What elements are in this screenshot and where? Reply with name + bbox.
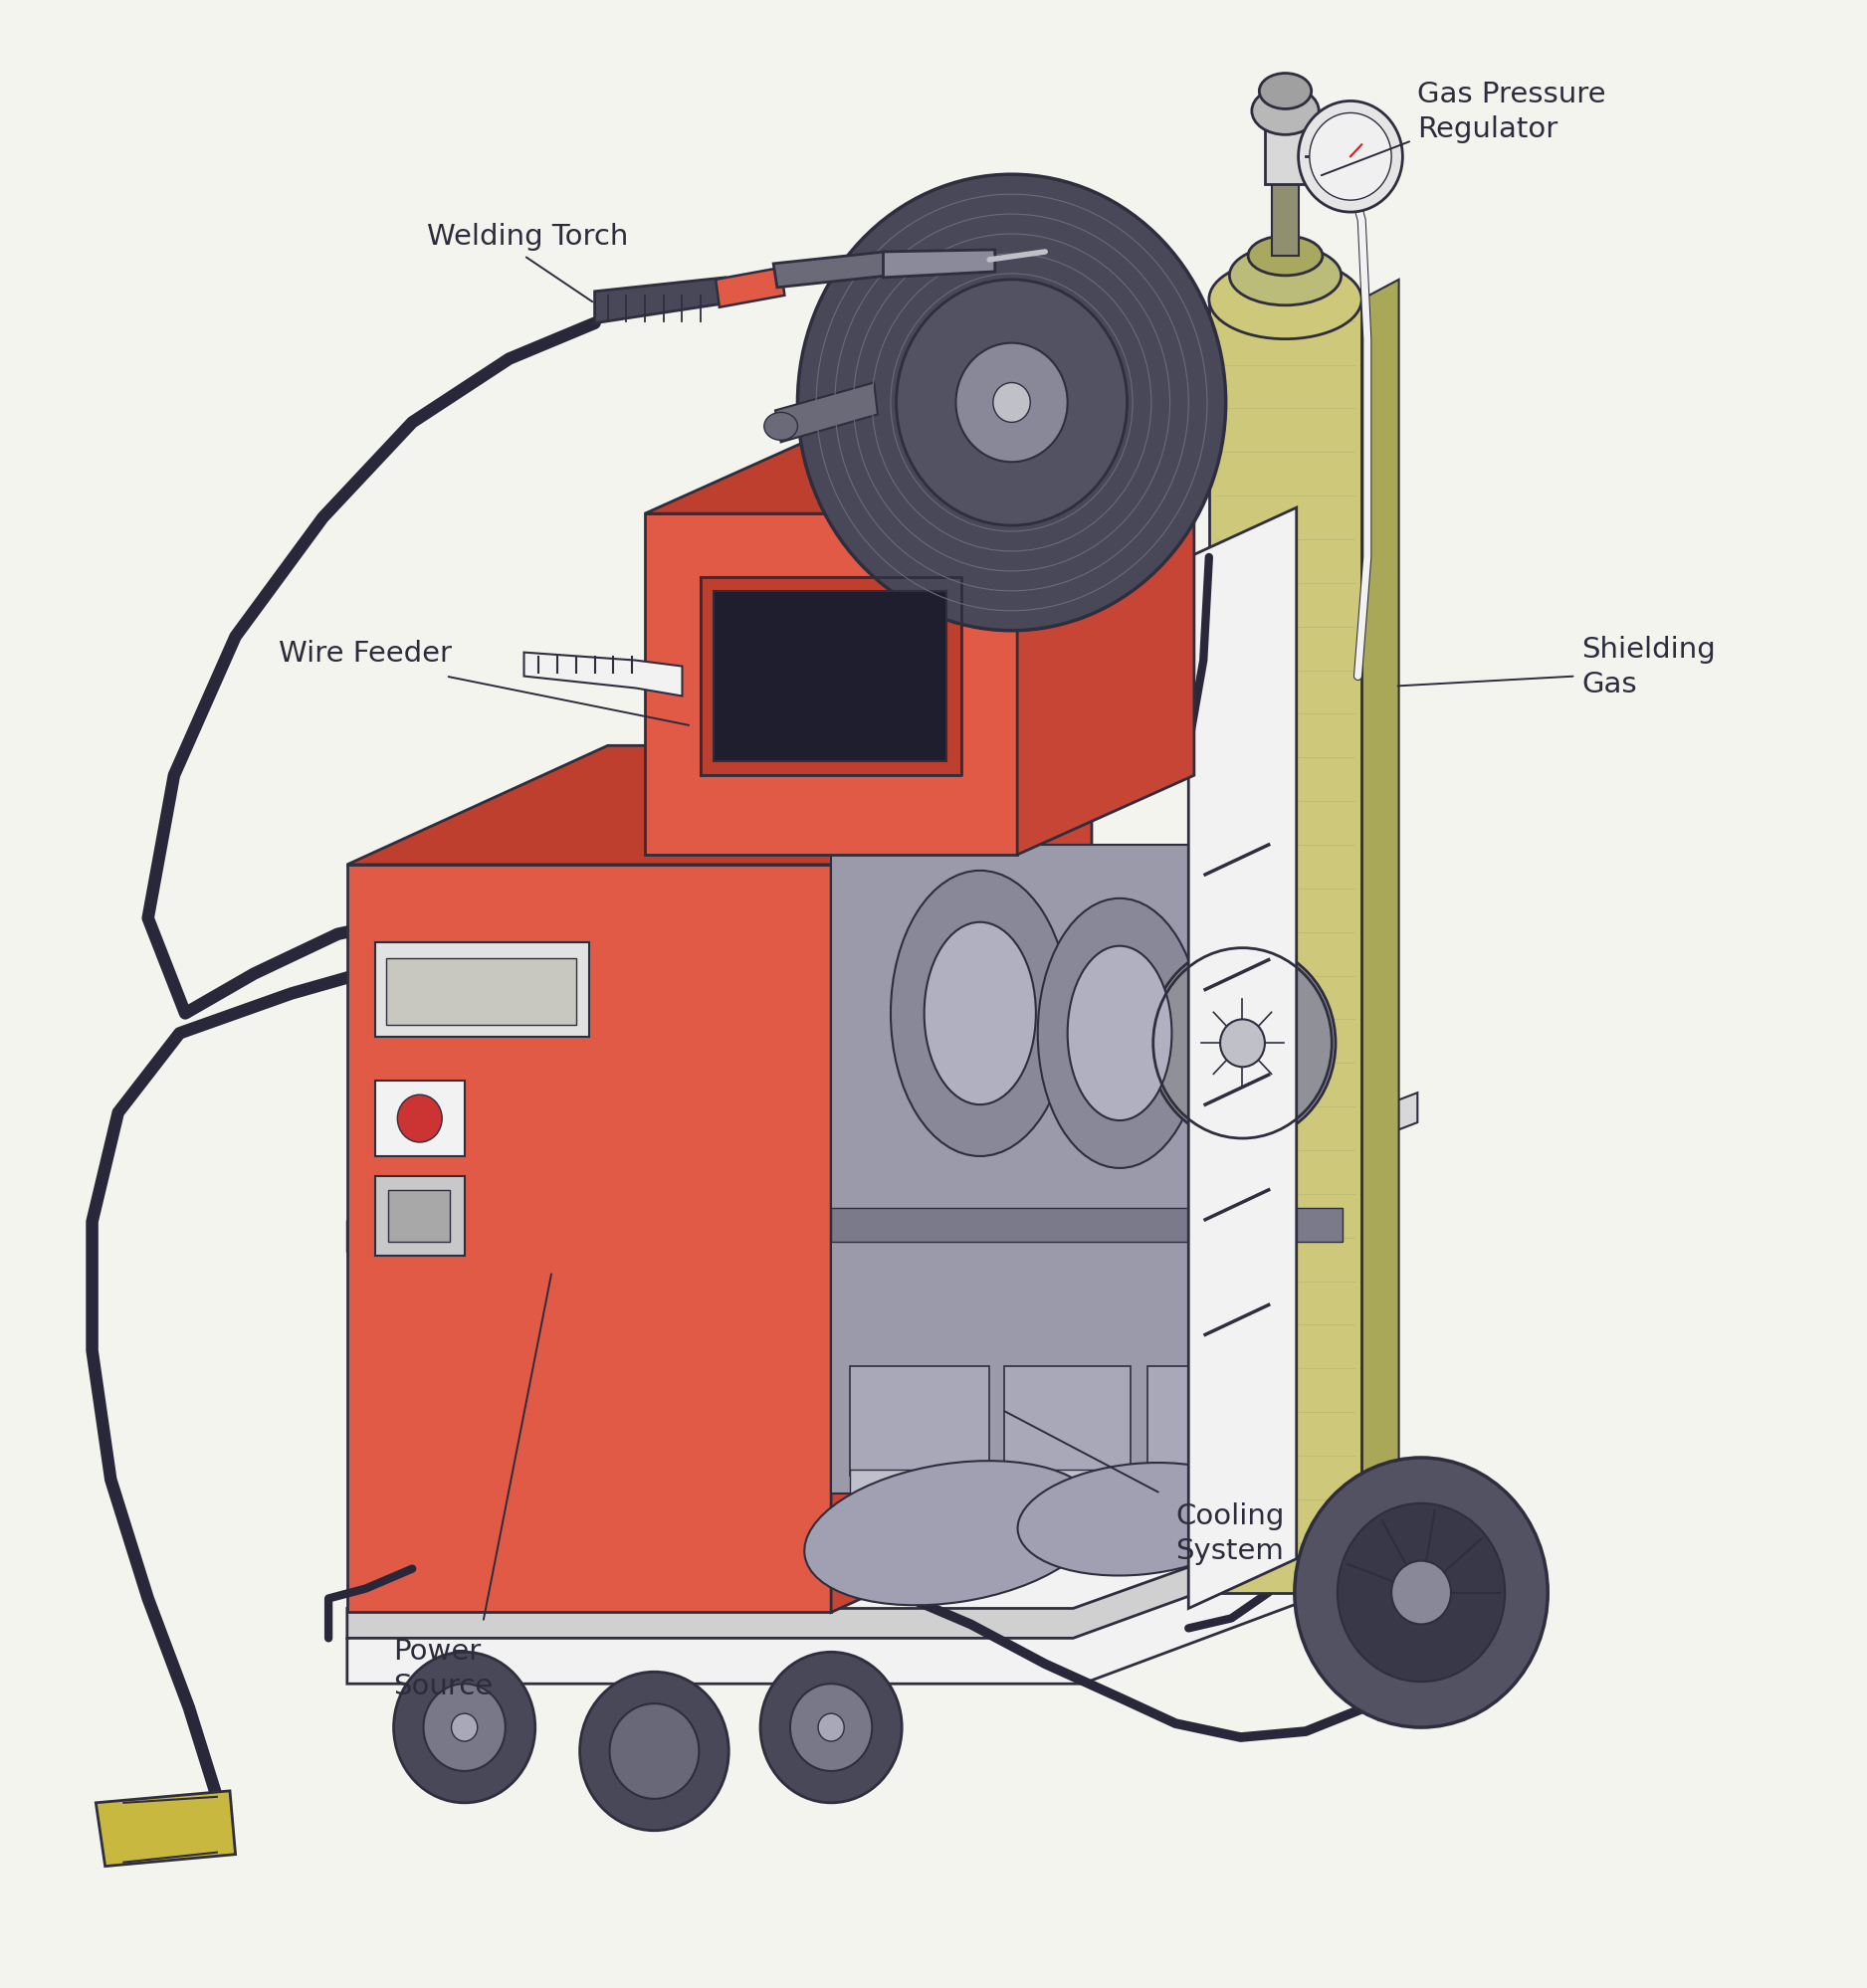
Bar — [700, 579, 962, 775]
Polygon shape — [1361, 280, 1398, 1592]
Bar — [375, 1177, 465, 1256]
Ellipse shape — [1038, 899, 1202, 1169]
Ellipse shape — [797, 175, 1227, 632]
Ellipse shape — [1258, 74, 1311, 109]
Ellipse shape — [956, 344, 1068, 463]
Ellipse shape — [424, 1684, 506, 1771]
Ellipse shape — [805, 1461, 1100, 1606]
Polygon shape — [644, 515, 1018, 855]
Ellipse shape — [1247, 237, 1322, 276]
Ellipse shape — [818, 1714, 844, 1741]
Bar — [388, 1191, 450, 1242]
Polygon shape — [644, 435, 1195, 515]
Polygon shape — [596, 278, 724, 324]
Polygon shape — [525, 652, 681, 696]
Bar — [1271, 181, 1298, 256]
Bar — [1004, 1366, 1131, 1475]
Text: Shielding
Gas: Shielding Gas — [1581, 636, 1716, 698]
Bar — [1148, 1366, 1258, 1475]
Text: Cooling
System: Cooling System — [1176, 1503, 1284, 1565]
Ellipse shape — [1230, 247, 1341, 306]
Ellipse shape — [1251, 87, 1318, 135]
Ellipse shape — [1018, 1463, 1258, 1576]
Ellipse shape — [1221, 1020, 1264, 1068]
Ellipse shape — [924, 922, 1036, 1105]
Polygon shape — [347, 746, 1092, 865]
Ellipse shape — [993, 384, 1031, 423]
Ellipse shape — [1150, 944, 1335, 1143]
Bar — [375, 942, 590, 1038]
Bar — [849, 1366, 990, 1475]
Polygon shape — [347, 1513, 1417, 1684]
Ellipse shape — [1298, 101, 1402, 213]
Ellipse shape — [1294, 1457, 1548, 1728]
Text: Gas Pressure
Regulator: Gas Pressure Regulator — [1417, 82, 1606, 143]
Polygon shape — [95, 1791, 235, 1867]
Polygon shape — [831, 845, 1342, 1493]
Polygon shape — [1189, 509, 1296, 1608]
Ellipse shape — [760, 1652, 902, 1803]
Ellipse shape — [1210, 260, 1361, 340]
Ellipse shape — [891, 871, 1070, 1157]
Ellipse shape — [452, 1714, 478, 1741]
Polygon shape — [831, 746, 1092, 1612]
Polygon shape — [347, 1485, 1417, 1638]
Polygon shape — [773, 252, 889, 288]
Ellipse shape — [764, 414, 797, 441]
Polygon shape — [1018, 435, 1195, 855]
Ellipse shape — [1309, 113, 1391, 201]
Text: Power
Source: Power Source — [394, 1636, 493, 1700]
Bar — [375, 1081, 465, 1157]
Ellipse shape — [790, 1684, 872, 1771]
Bar — [386, 958, 577, 1026]
Text: Welding Torch: Welding Torch — [428, 223, 629, 250]
Text: Wire Feeder: Wire Feeder — [278, 638, 452, 666]
Ellipse shape — [1068, 946, 1172, 1121]
Bar — [713, 592, 947, 761]
Ellipse shape — [398, 1095, 442, 1143]
Polygon shape — [347, 1093, 1417, 1252]
Polygon shape — [831, 1209, 1342, 1242]
Bar — [849, 1469, 1258, 1493]
Ellipse shape — [1337, 1503, 1505, 1682]
Ellipse shape — [581, 1672, 728, 1831]
Bar — [1264, 125, 1305, 185]
Ellipse shape — [611, 1704, 698, 1799]
Ellipse shape — [394, 1652, 536, 1803]
Ellipse shape — [896, 280, 1128, 527]
Polygon shape — [775, 384, 877, 443]
Polygon shape — [715, 268, 784, 308]
Polygon shape — [1210, 300, 1361, 1592]
Polygon shape — [347, 865, 831, 1612]
Polygon shape — [883, 250, 995, 278]
Ellipse shape — [1391, 1561, 1451, 1624]
